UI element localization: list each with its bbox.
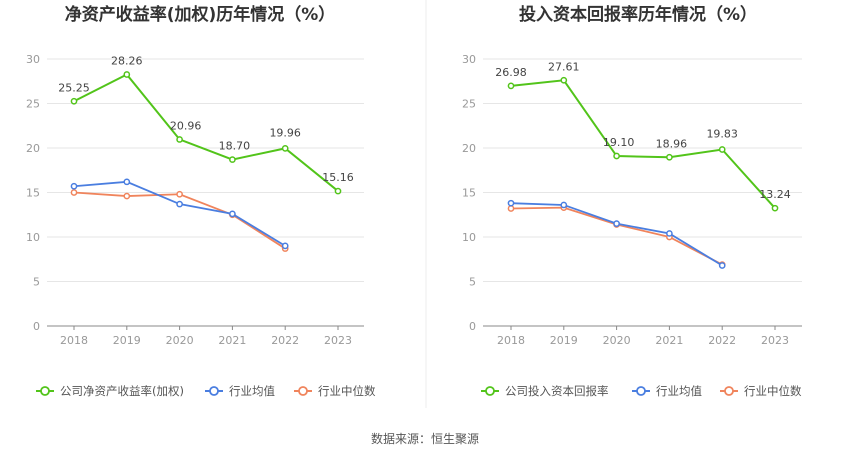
x-tick-label: 2018 <box>497 334 525 347</box>
data-point <box>507 82 515 90</box>
data-label: 15.16 <box>322 171 354 184</box>
legend-swatch-marker <box>724 386 734 396</box>
data-point <box>771 204 779 212</box>
y-tick-label: 0 <box>469 320 476 333</box>
chart-panel-1: 净资产收益率(加权)历年情况（%） 0 5 10 15 20 25 30 2018 2019 202… <box>26 4 376 398</box>
data-point <box>560 201 568 209</box>
data-label: 19.10 <box>603 136 635 149</box>
y-tick-label: 5 <box>469 276 476 289</box>
x-tick-label: 2018 <box>60 334 88 347</box>
data-label: 20.96 <box>170 119 202 132</box>
data-point <box>123 178 131 186</box>
legend-label: 公司投入资本回报率 <box>505 384 609 398</box>
data-point <box>613 220 620 227</box>
y-tick-label: 10 <box>26 231 40 244</box>
x-tick-label: 2020 <box>603 334 631 347</box>
chart-title: 投入资本回报率历年情况（%） <box>519 4 757 25</box>
y-tick-label: 15 <box>462 187 476 200</box>
data-point <box>70 189 78 196</box>
data-label: 18.70 <box>219 140 251 153</box>
x-tick-label: 2021 <box>218 334 246 347</box>
data-point <box>176 136 183 143</box>
x-tick-label: 2023 <box>324 334 352 347</box>
data-point <box>229 210 236 218</box>
data-point <box>613 152 620 160</box>
chart-title: 净资产收益率(加权)历年情况（%） <box>65 4 336 25</box>
data-point <box>123 71 131 78</box>
legend-label: 行业中位数 <box>318 384 376 398</box>
data-point <box>334 187 342 195</box>
x-tick-label: 2022 <box>708 334 736 347</box>
data-point <box>176 200 183 208</box>
legend-label: 行业中位数 <box>744 384 802 398</box>
y-tick-label: 20 <box>462 142 476 155</box>
data-label: 25.25 <box>58 81 90 94</box>
data-point <box>281 145 289 152</box>
y-tick-label: 25 <box>462 98 476 111</box>
y-tick-label: 30 <box>26 53 40 66</box>
data-label: 18.96 <box>656 137 688 150</box>
y-tick-label: 10 <box>462 231 476 244</box>
data-label: 19.96 <box>269 126 301 139</box>
data-point <box>176 190 183 198</box>
series-line-1 <box>510 79 776 209</box>
data-point <box>666 230 673 237</box>
legend-swatch-marker <box>298 386 308 396</box>
y-tick-label: 30 <box>462 53 476 66</box>
legend-label: 公司净资产收益率(加权) <box>60 384 184 398</box>
data-point <box>718 146 726 153</box>
data-point <box>123 192 131 200</box>
x-tick-label: 2020 <box>166 334 194 347</box>
data-point <box>718 262 726 269</box>
x-tick-label: 2019 <box>113 334 141 347</box>
data-point <box>281 242 289 250</box>
legend-swatch-marker <box>636 386 646 396</box>
data-label: 19.83 <box>706 128 738 141</box>
y-tick-label: 0 <box>33 320 40 333</box>
data-label: 27.61 <box>548 60 580 73</box>
data-point <box>70 182 78 190</box>
chart-panel-2: 投入资本回报率历年情况（%） 0 5 10 15 20 25 30 2018 2019 2020 20… <box>462 4 802 398</box>
data-point <box>229 156 236 163</box>
y-tick-label: 5 <box>33 276 40 289</box>
data-point <box>507 205 515 212</box>
y-tick-label: 20 <box>26 142 40 155</box>
data-source-label: 数据来源：恒生聚源 <box>371 431 479 446</box>
data-label: 26.98 <box>495 66 527 79</box>
legend-swatch-marker <box>485 386 495 396</box>
y-tick-label: 15 <box>26 187 40 200</box>
series-line-1 <box>73 73 339 192</box>
legend-swatch-marker <box>40 386 50 396</box>
data-label: 28.26 <box>111 54 143 67</box>
data-point <box>666 153 673 161</box>
data-label: 13.24 <box>759 188 791 201</box>
y-tick-label: 25 <box>26 98 40 111</box>
x-tick-label: 2023 <box>761 334 789 347</box>
data-point <box>70 97 78 105</box>
legend-swatch-marker <box>209 386 219 396</box>
x-tick-label: 2019 <box>550 334 578 347</box>
legend-label: 行业均值 <box>229 384 275 398</box>
data-point <box>507 199 515 207</box>
x-tick-label: 2022 <box>271 334 299 347</box>
data-point <box>560 76 568 84</box>
series-line-3 <box>510 206 723 266</box>
x-tick-label: 2021 <box>655 334 683 347</box>
series-line-2 <box>510 202 723 267</box>
legend-label: 行业均值 <box>656 384 702 398</box>
